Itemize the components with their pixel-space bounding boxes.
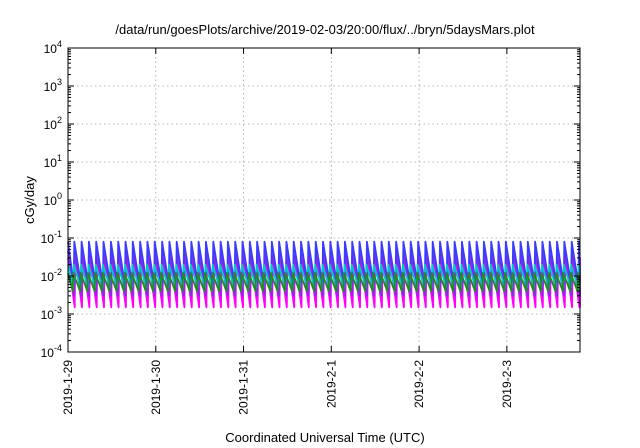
y-tick-label: 10-3 [41, 305, 62, 322]
axes: 10-4 10-3 10-2 10-1 100 101 102 103 104 2019-1-29… [41, 39, 580, 415]
x-tick-label: 2019-1-31 [237, 360, 251, 415]
x-tick-label: 2019-2-3 [500, 360, 514, 408]
y-tick-label: 100 [44, 191, 62, 208]
y-tick-label: 104 [44, 39, 62, 56]
y-tick-label: 103 [44, 77, 62, 94]
y-tick-label: 101 [44, 153, 62, 170]
y-tick-label: 10-2 [41, 267, 62, 284]
y-tick-label: 102 [44, 115, 62, 132]
series-line [67, 240, 581, 286]
x-axis-label: Coordinated Universal Time (UTC) [225, 430, 424, 445]
series-layer [67, 240, 581, 309]
y-tick-label: 10-1 [41, 229, 62, 246]
plot-frame [67, 47, 581, 353]
y-axis-label: cGy/day [22, 176, 37, 224]
series-line [67, 272, 581, 292]
y-tick-label: 10-4 [41, 343, 62, 360]
x-tick-label: 2019-2-1 [324, 360, 338, 408]
x-tick-label: 2019-1-29 [61, 360, 75, 415]
x-tick-label: 2019-1-30 [149, 360, 163, 415]
x-tick-label: 2019-2-2 [412, 360, 426, 408]
chart-title: /data/run/goesPlots/archive/2019-02-03/2… [115, 22, 535, 37]
